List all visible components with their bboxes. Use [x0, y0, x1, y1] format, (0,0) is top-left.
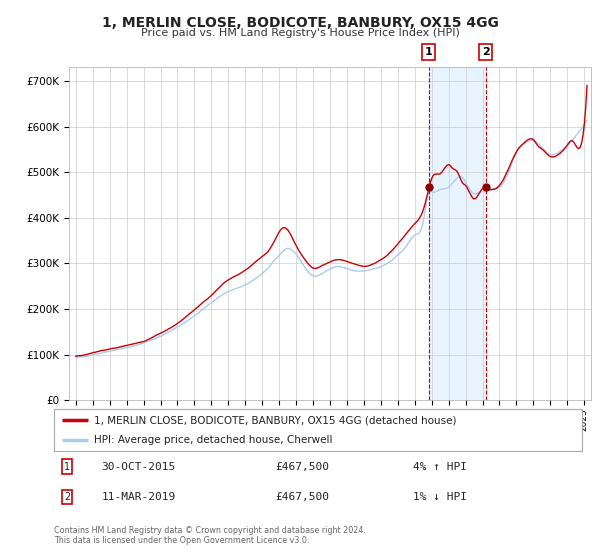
Text: Price paid vs. HM Land Registry's House Price Index (HPI): Price paid vs. HM Land Registry's House …: [140, 28, 460, 38]
Text: HPI: Average price, detached house, Cherwell: HPI: Average price, detached house, Cher…: [94, 435, 332, 445]
Text: £467,500: £467,500: [276, 492, 330, 502]
Text: 1: 1: [425, 47, 433, 57]
Text: This data is licensed under the Open Government Licence v3.0.: This data is licensed under the Open Gov…: [54, 536, 310, 545]
Text: 11-MAR-2019: 11-MAR-2019: [101, 492, 176, 502]
Text: 2: 2: [64, 492, 70, 502]
Text: 2: 2: [482, 47, 490, 57]
Text: 1, MERLIN CLOSE, BODICOTE, BANBURY, OX15 4GG: 1, MERLIN CLOSE, BODICOTE, BANBURY, OX15…: [101, 16, 499, 30]
Text: 1% ↓ HPI: 1% ↓ HPI: [413, 492, 467, 502]
Text: £467,500: £467,500: [276, 461, 330, 472]
Text: 30-OCT-2015: 30-OCT-2015: [101, 461, 176, 472]
Text: 1, MERLIN CLOSE, BODICOTE, BANBURY, OX15 4GG (detached house): 1, MERLIN CLOSE, BODICOTE, BANBURY, OX15…: [94, 415, 456, 425]
Bar: [429, 67, 486, 400]
FancyBboxPatch shape: [54, 409, 582, 451]
Text: Contains HM Land Registry data © Crown copyright and database right 2024.: Contains HM Land Registry data © Crown c…: [54, 526, 366, 535]
Text: 4% ↑ HPI: 4% ↑ HPI: [413, 461, 467, 472]
Text: 1: 1: [64, 461, 70, 472]
